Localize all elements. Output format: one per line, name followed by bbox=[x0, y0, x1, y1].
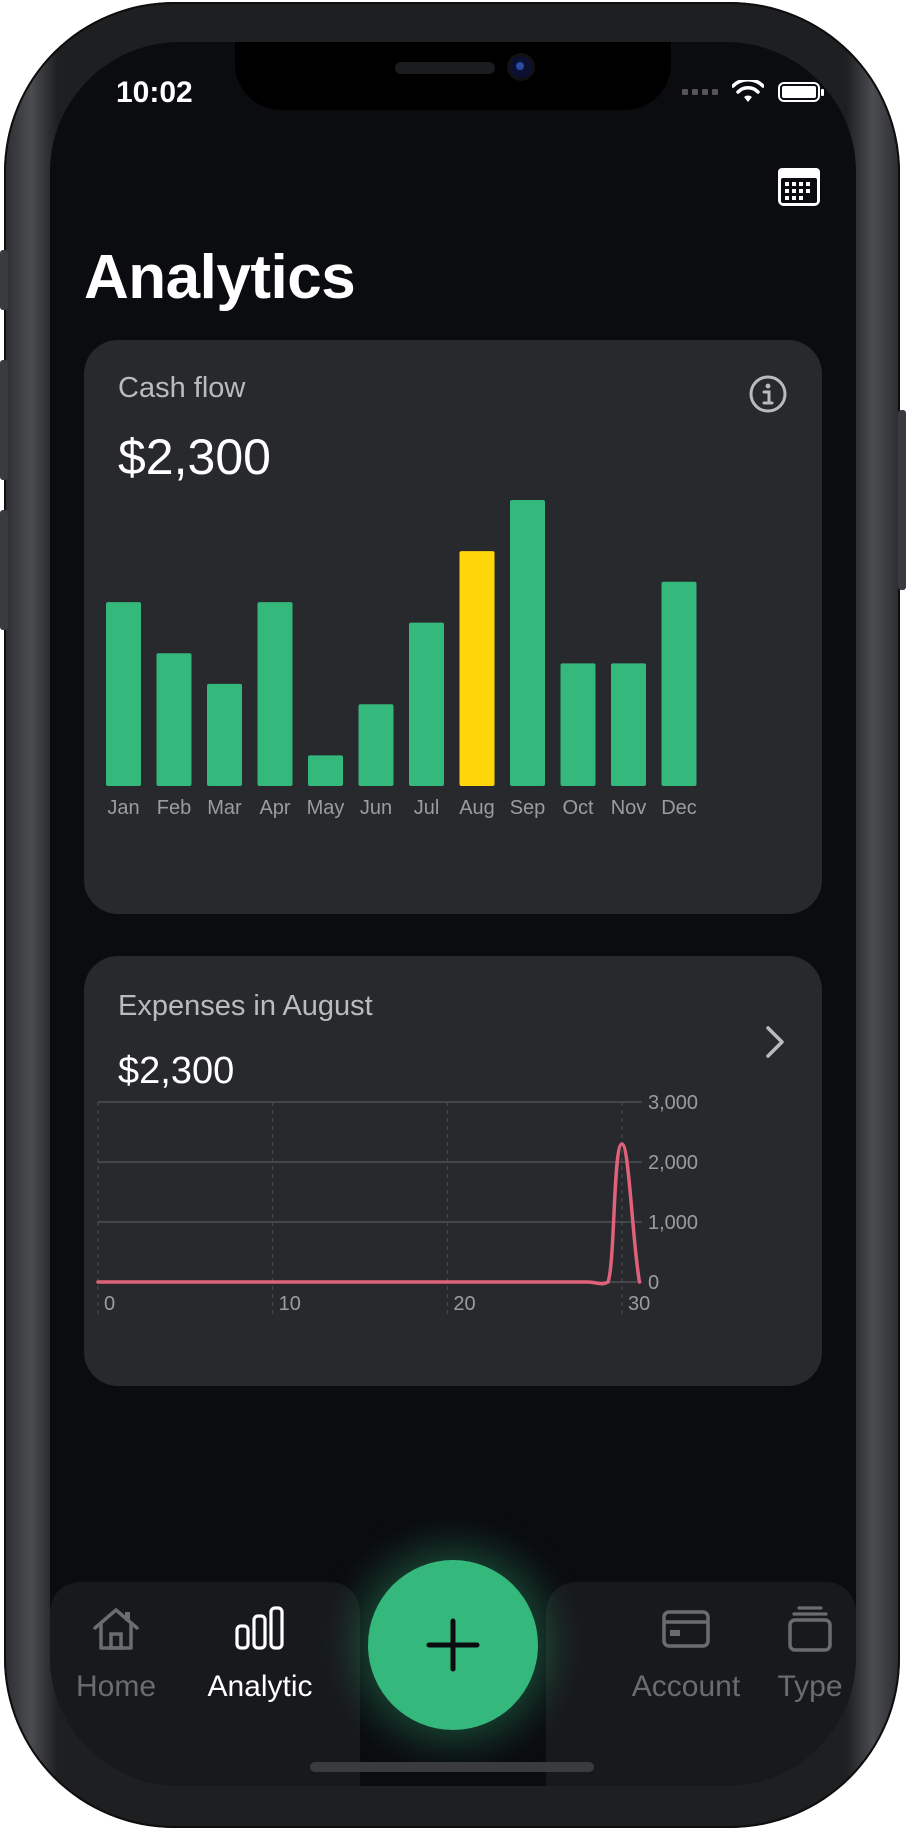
bar-label-jul: Jul bbox=[414, 797, 440, 819]
home-indicator bbox=[310, 1762, 594, 1772]
expenses-card[interactable]: Expenses in August $2,300 0 1,000 2,000 3,0… bbox=[84, 956, 822, 1386]
tab-account-label: Account bbox=[631, 1670, 741, 1703]
bar-label-nov: Nov bbox=[611, 797, 647, 819]
bar-label-dec: Dec bbox=[661, 797, 697, 819]
expenses-line-chart: 0 1,000 2,000 3,000 0 10 20 30 bbox=[96, 1092, 698, 1318]
bar-jun[interactable] bbox=[358, 704, 394, 786]
stack-icon bbox=[788, 1606, 832, 1652]
tab-home[interactable]: Home bbox=[50, 1602, 186, 1704]
speaker bbox=[395, 62, 495, 74]
bar-dec[interactable] bbox=[661, 581, 697, 786]
bar-label-feb: Feb bbox=[157, 797, 191, 819]
notch bbox=[235, 42, 671, 110]
status-time: 10:02 bbox=[116, 76, 193, 109]
y-tick-label: 0 bbox=[648, 1272, 659, 1294]
plus-icon bbox=[426, 1618, 480, 1672]
side-button bbox=[0, 360, 8, 480]
bar-feb[interactable] bbox=[156, 653, 192, 786]
bar-apr[interactable] bbox=[257, 602, 293, 786]
cash-flow-label: Cash flow bbox=[118, 372, 246, 404]
side-button bbox=[0, 250, 8, 310]
bar-label-may: May bbox=[307, 797, 345, 819]
x-tick-label: 30 bbox=[628, 1293, 650, 1315]
tab-home-label: Home bbox=[75, 1670, 157, 1703]
cash-flow-bar-chart: Jan Feb Mar Apr May Jun Jul Aug Sep Oct Nov Dec bbox=[106, 500, 697, 819]
tab-analytic[interactable]: Analytic bbox=[190, 1602, 330, 1704]
wifi-icon bbox=[732, 80, 764, 102]
tab-analytic-label: Analytic bbox=[207, 1670, 313, 1703]
expenses-label: Expenses in August bbox=[118, 990, 373, 1022]
front-camera bbox=[510, 56, 532, 78]
bar-aug[interactable] bbox=[459, 551, 495, 786]
tab-bar-left bbox=[50, 1582, 360, 1786]
cellular-icon bbox=[682, 89, 718, 95]
bar-label-jun: Jun bbox=[360, 797, 392, 819]
status-icons bbox=[682, 80, 824, 104]
bar-jan[interactable] bbox=[106, 602, 141, 786]
x-tick-label: 0 bbox=[104, 1293, 115, 1315]
cash-flow-card[interactable]: Cash flow $2,300 Jan Feb Mar Apr May Jun Jul Au… bbox=[84, 340, 822, 914]
page-title: Analytics bbox=[84, 243, 356, 312]
bar-label-mar: Mar bbox=[207, 797, 242, 819]
bar-jul[interactable] bbox=[409, 622, 444, 786]
y-tick-label: 1,000 bbox=[648, 1212, 698, 1234]
chevron-right-icon[interactable] bbox=[754, 1022, 794, 1062]
y-tick-label: 2,000 bbox=[648, 1152, 698, 1174]
tab-account[interactable]: Account bbox=[616, 1602, 756, 1704]
bar-oct[interactable] bbox=[560, 663, 596, 786]
add-button[interactable] bbox=[368, 1560, 538, 1730]
bar-sep[interactable] bbox=[510, 500, 545, 786]
bar-nov[interactable] bbox=[611, 663, 646, 786]
bar-label-sep: Sep bbox=[510, 797, 546, 819]
bar-label-apr: Apr bbox=[259, 797, 290, 819]
bar-label-jan: Jan bbox=[107, 797, 139, 819]
expenses-amount: $2,300 bbox=[118, 1050, 235, 1092]
cash-flow-amount: $2,300 bbox=[118, 429, 271, 485]
bar-label-oct: Oct bbox=[562, 797, 594, 819]
calendar-icon[interactable] bbox=[776, 164, 822, 208]
battery-icon bbox=[778, 82, 824, 102]
x-tick-label: 20 bbox=[453, 1293, 475, 1315]
bar-chart-icon bbox=[235, 1606, 284, 1650]
side-button bbox=[898, 410, 906, 590]
credit-card-icon bbox=[662, 1610, 710, 1648]
tab-type-label: Type bbox=[777, 1670, 843, 1703]
tab-type[interactable]: Type bbox=[740, 1602, 856, 1704]
side-button bbox=[0, 510, 8, 630]
app-screen: 10:02 Analytics Cash flow $2,300 Jan Feb M… bbox=[50, 42, 856, 1786]
y-tick-label: 3,000 bbox=[648, 1092, 698, 1114]
home-icon bbox=[93, 1608, 139, 1650]
tab-bar-right bbox=[546, 1582, 856, 1786]
expenses-line bbox=[96, 1142, 642, 1286]
bar-mar[interactable] bbox=[207, 683, 242, 786]
x-tick-label: 10 bbox=[279, 1293, 301, 1315]
info-icon[interactable] bbox=[748, 374, 788, 414]
bar-label-aug: Aug bbox=[459, 797, 495, 819]
bar-may[interactable] bbox=[308, 755, 343, 786]
